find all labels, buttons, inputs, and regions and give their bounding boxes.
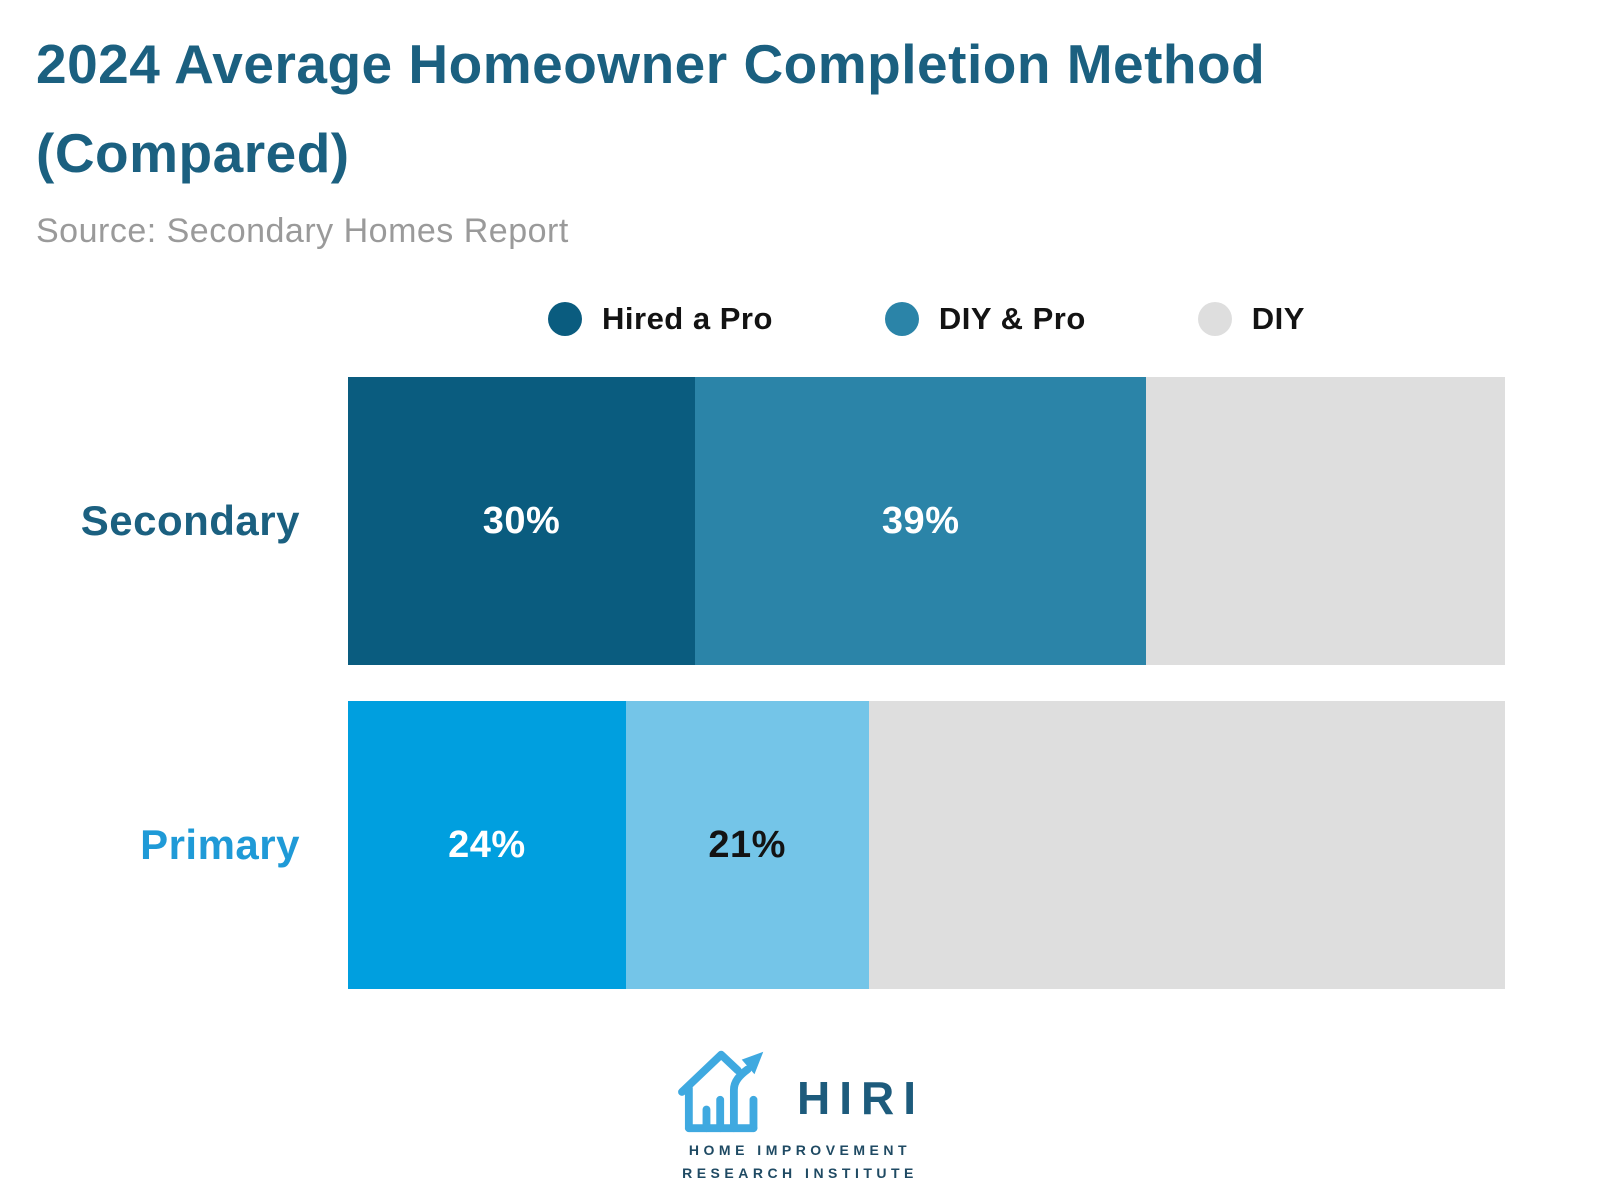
legend-label: Hired a Pro (602, 301, 773, 337)
hiri-logo-subtitle: HOME IMPROVEMENT RESEARCH INSTITUTE (682, 1139, 918, 1184)
category-label: Primary (140, 821, 300, 869)
bar-segment: 30% (348, 377, 696, 666)
legend-label: DIY & Pro (938, 301, 1086, 337)
legend-dot-icon (884, 302, 919, 337)
bar-segment: 21% (625, 701, 869, 990)
hiri-logo-wordmark: HIRI (797, 1072, 925, 1125)
stacked-bar: 30% 39% (348, 377, 1505, 666)
bar-segment: 24% (348, 701, 626, 990)
hiri-logo: HIRI HOME IMPROVEMENT RESEARCH INSTITUTE (0, 1041, 1600, 1184)
hiri-house-arrow-icon (678, 1050, 764, 1133)
bar-segment (1146, 377, 1505, 666)
legend-item: DIY (1197, 301, 1305, 337)
stacked-bar: 24% 21% (348, 701, 1505, 990)
legend: Hired a Pro DIY & Pro DIY (348, 301, 1505, 337)
category-label: Secondary (80, 497, 300, 545)
legend-label: DIY (1251, 301, 1305, 337)
chart-row: Primary 24% 21% (0, 701, 1600, 990)
source-caption: Source: Secondary Homes Report (36, 212, 569, 251)
legend-item: DIY & Pro (884, 301, 1086, 337)
legend-item: Hired a Pro (548, 301, 773, 337)
bar-chart: Secondary 30% 39% Primary 24% 21% (0, 377, 1600, 990)
hiri-logo-top: HIRI (675, 1041, 925, 1135)
chart-row: Secondary 30% 39% (0, 377, 1600, 666)
hiri-logo-subtitle-line1: HOME IMPROVEMENT (688, 1142, 912, 1159)
legend-dot-icon (548, 302, 582, 337)
hiri-logo-subtitle-line2: RESEARCH INSTITUTE (682, 1164, 918, 1181)
page-title: 2024 Average Homeowner Completion Method… (36, 33, 1266, 185)
legend-dot-icon (1197, 302, 1232, 337)
bar-segment (868, 701, 1505, 990)
bar-segment: 39% (695, 377, 1147, 666)
